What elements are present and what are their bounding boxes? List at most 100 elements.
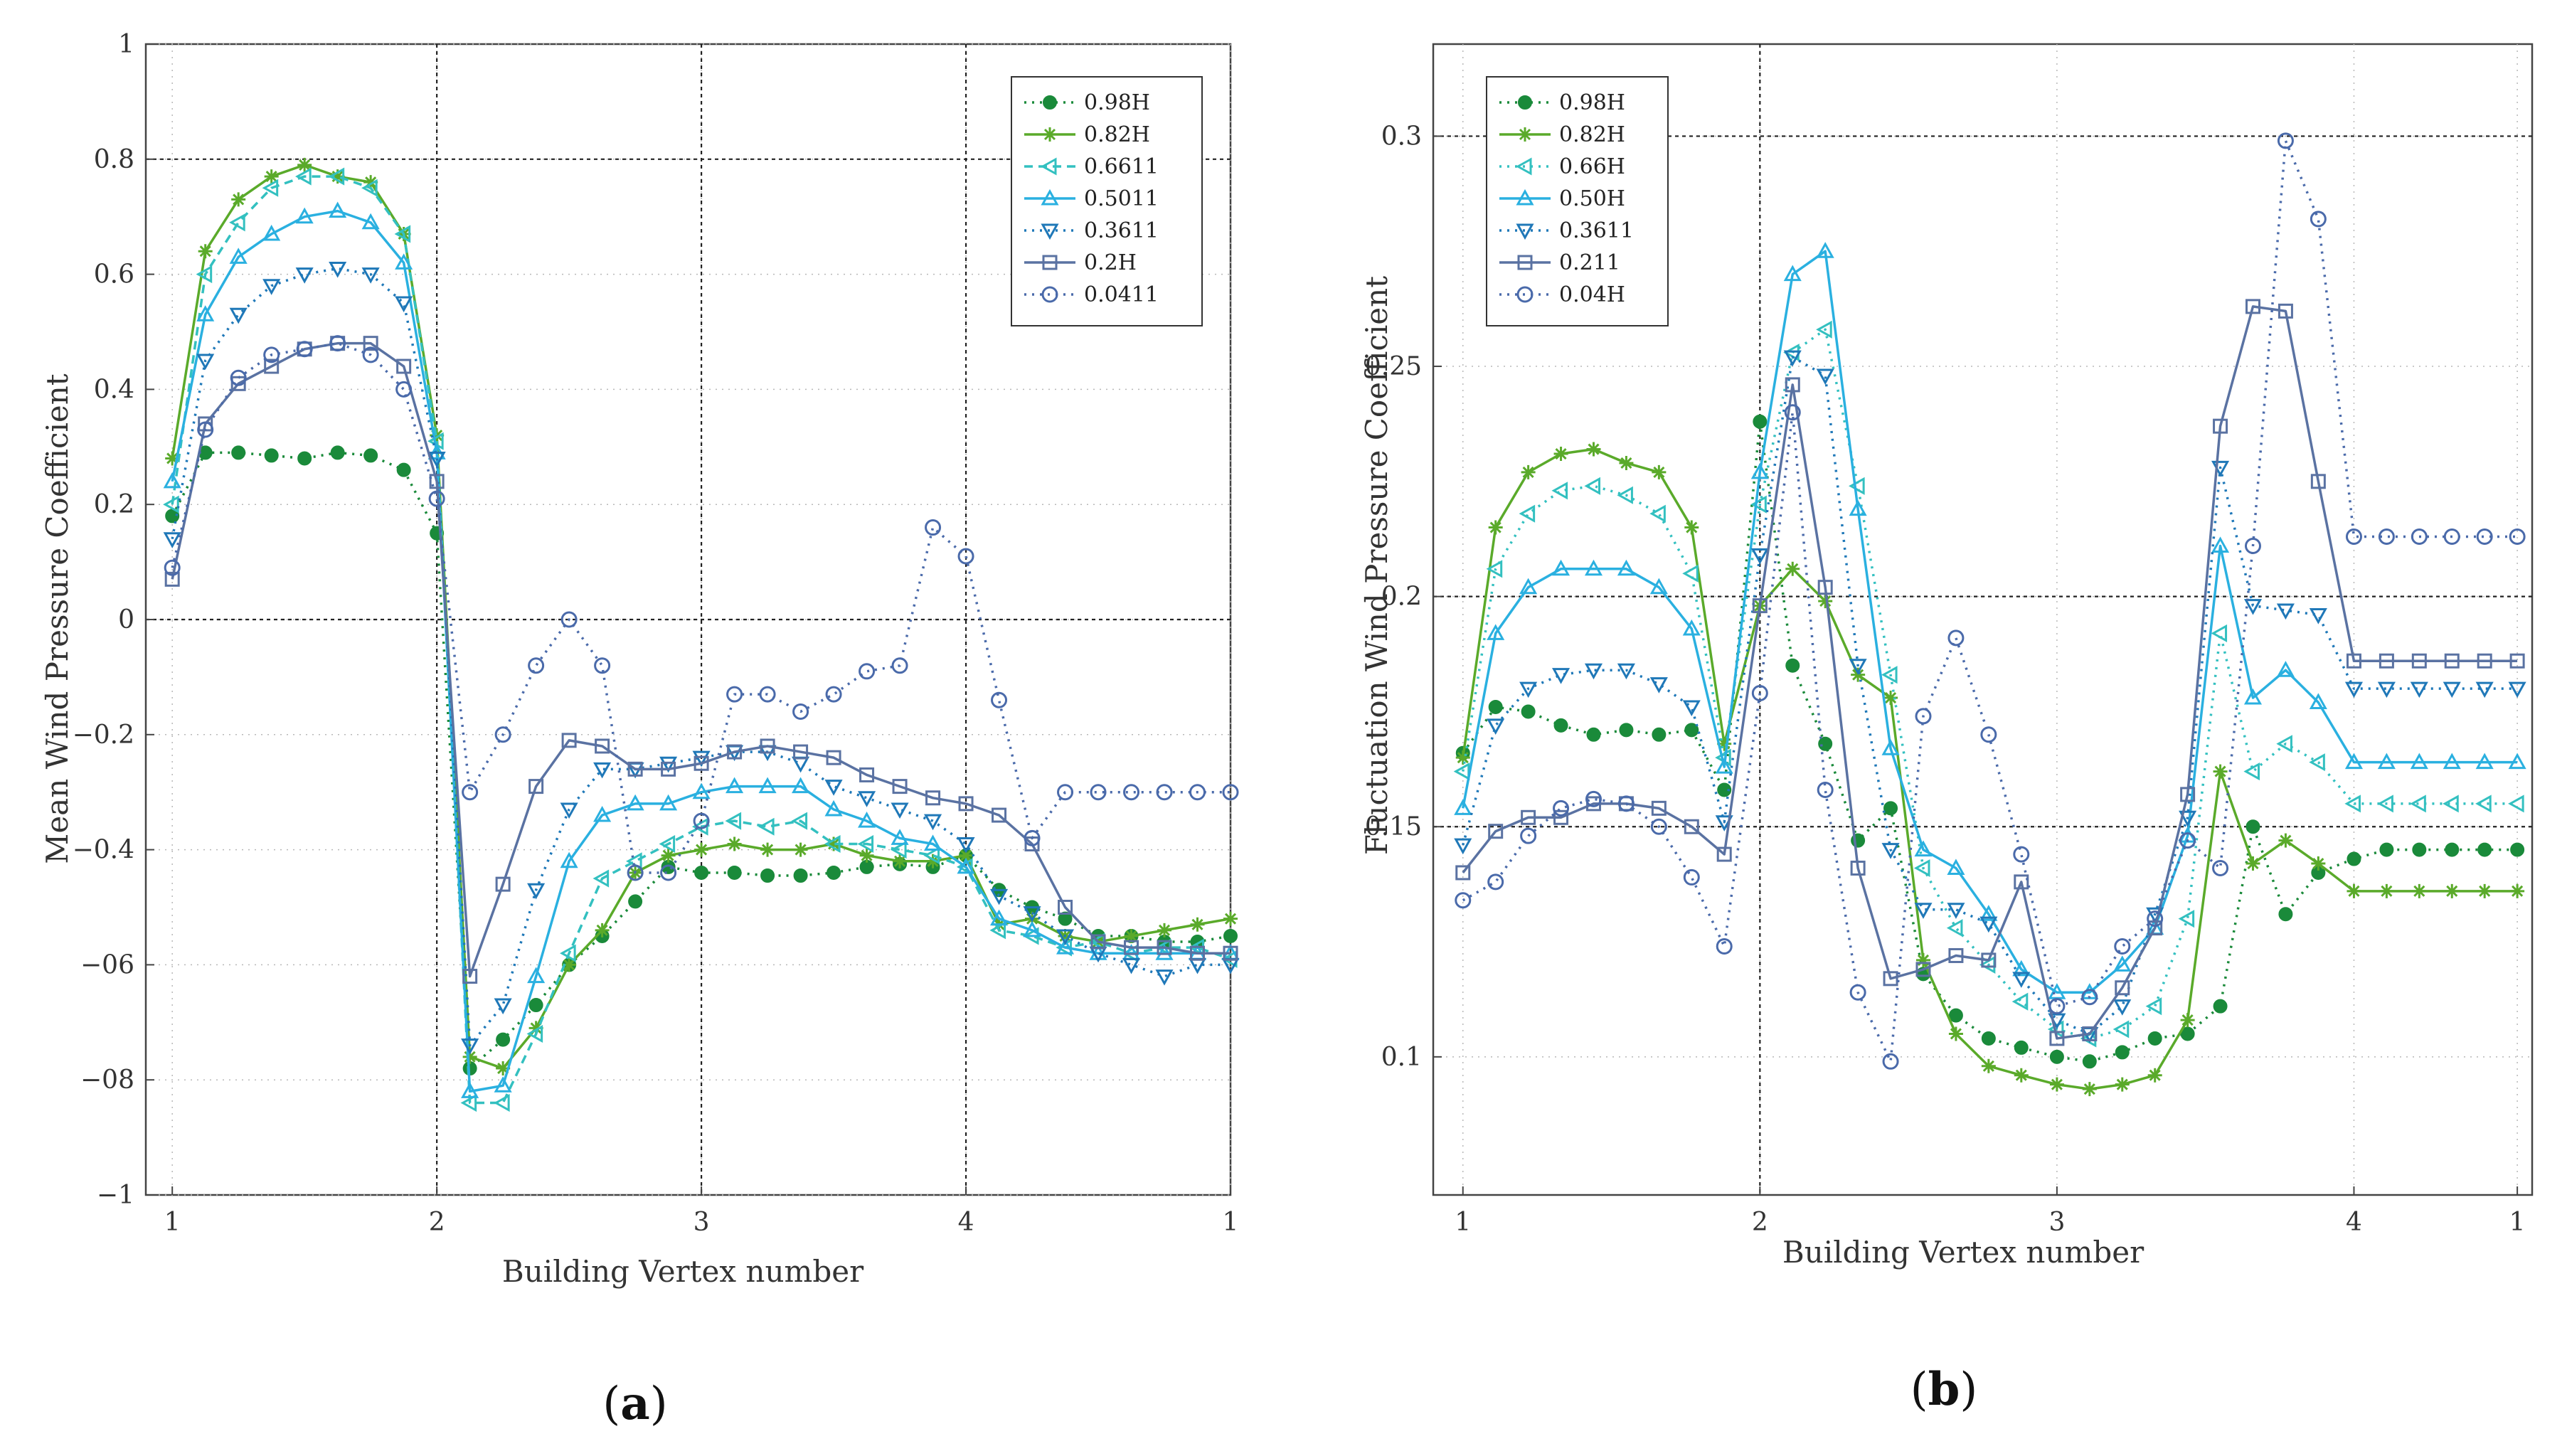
panel-a-data-point — [297, 157, 312, 172]
panel-b-data-point — [1551, 482, 1568, 500]
panel-a-data-point — [923, 846, 940, 865]
panel-a-data-point — [858, 812, 876, 828]
panel-a-data-point — [494, 998, 512, 1015]
panel-b-data-point — [2412, 842, 2427, 857]
panel-a-x-tick-label: 1 — [1223, 1208, 1239, 1237]
panel-b-data-point — [1683, 868, 1700, 886]
panel-a-data-point — [1157, 940, 1172, 955]
panel-b-data-point — [2244, 537, 2261, 554]
panel-a-data-point — [758, 817, 775, 836]
panel-a-legend-marker — [1042, 255, 1058, 270]
panel-a-data-point — [792, 777, 810, 794]
panel-a-data-point — [361, 213, 380, 230]
panel-b-legend-marker — [1518, 95, 1532, 110]
panel-b-data-point — [1883, 801, 1898, 816]
panel-b-series-082H-group — [1455, 442, 2525, 1097]
panel-b-data-point — [1650, 818, 1667, 835]
panel-b-data-point — [1915, 708, 1932, 725]
panel-a-data-point — [295, 167, 312, 186]
panel-b-data-point — [1488, 824, 1504, 839]
panel-b-data-point — [2013, 846, 2030, 863]
panel-b-data-point — [2377, 681, 2396, 698]
panel-a-data-point — [329, 201, 347, 218]
panel-a-data-point — [760, 842, 775, 857]
panel-b-reference-lines — [1433, 44, 2532, 1195]
panel-b-data-point — [1521, 809, 1536, 825]
panel-a-data-point — [627, 864, 644, 881]
panel-b-data-point — [1947, 903, 1965, 919]
panel-a-y-tick-label: −06 — [80, 950, 134, 979]
panel-b-data-point — [2180, 1026, 2195, 1041]
panel-b-data-point — [1519, 578, 1538, 595]
panel-b-data-point — [1915, 952, 1930, 967]
panel-a-data-point — [659, 756, 678, 773]
panel-b-grid — [1433, 44, 2532, 1195]
panel-b-data-point — [1717, 782, 1732, 797]
panel-a-data-point — [924, 834, 942, 851]
panel-b-data-point — [1519, 504, 1536, 523]
panel-a-data-point — [527, 883, 546, 900]
panel-b-data-point — [2346, 653, 2361, 669]
panel-a-x-axis-label: Building Vertex number — [502, 1254, 864, 1289]
panel-a-data-point — [462, 1049, 477, 1064]
panel-b: 0.1 0.15 0.2 0.25 0.3 1 2 3 4 1 Building Vertex … — [1359, 43, 2534, 1416]
panel-b-data-point — [2410, 795, 2426, 813]
panel-b-data-point — [1684, 819, 1699, 834]
panel-a-data-point — [891, 829, 909, 845]
panel-b-data-point — [1883, 971, 1898, 987]
panel-b-data-point — [1979, 916, 1998, 933]
panel-b-legend-label: 0.04H — [1559, 282, 1625, 307]
panel-b-data-point — [2278, 907, 2293, 922]
panel-b-data-point — [1914, 840, 1933, 857]
panel-a-data-point — [1155, 944, 1174, 960]
panel-b-series-line — [1462, 305, 2518, 1040]
panel-b-data-point — [1684, 520, 1699, 535]
panel-a-data-point — [562, 957, 577, 972]
panel-a-x-tick-label: 4 — [958, 1208, 974, 1237]
panel-a-data-point — [495, 876, 511, 892]
panel-b-data-point — [2411, 653, 2427, 669]
panel-b-legend: 0.98H 0.82H 0.66H 0.50H 0.3611 0.211 0.04H — [1486, 76, 1669, 326]
panel-a-data-point — [163, 472, 181, 489]
panel-a-series — [163, 157, 1240, 1112]
panel-b-data-point — [1651, 800, 1667, 816]
panel-a-data-point — [262, 179, 279, 197]
panel-b-data-point — [1553, 718, 1568, 733]
panel-b-data-point — [1617, 559, 1635, 576]
panel-a-legend-label: 0.2H — [1084, 250, 1137, 275]
panel-a-data-point — [264, 448, 279, 463]
panel-a-data-point — [296, 341, 313, 358]
panel-a-data-point — [1122, 957, 1141, 974]
panel-b-data-point — [1979, 905, 1998, 921]
panel-b-data-point — [2049, 1031, 2065, 1046]
panel-a-data-point — [593, 805, 612, 822]
panel-b-data-point — [1816, 320, 1832, 339]
panel-a-data-point — [791, 812, 808, 830]
panel-b-data-point — [2510, 842, 2525, 857]
panel-a-data-point — [264, 169, 279, 184]
panel-a-data-point — [758, 777, 777, 794]
panel-a-data-point — [1190, 945, 1206, 961]
panel-b-series — [1453, 132, 2526, 1097]
panel-b-series-036H-group — [1454, 350, 2526, 1043]
panel-b-x-tick-label: 2 — [1752, 1208, 1768, 1237]
panel-b-data-point — [2379, 842, 2394, 857]
panel-b-data-point — [1881, 666, 1898, 684]
panel-b-data-point — [1553, 809, 1569, 825]
panel-b-legend-item: 0.50H — [1499, 186, 1625, 211]
panel-a-data-point — [363, 336, 378, 351]
panel-b-data-point — [2310, 474, 2326, 489]
panel-b-data-point — [1785, 561, 1800, 576]
panel-b-data-point — [2180, 787, 2196, 802]
panel-a-data-point — [362, 346, 379, 363]
panel-b-x-tick-label: 3 — [2048, 1208, 2065, 1237]
panel-b-data-point — [2113, 955, 2132, 972]
panel-b-data-point — [2311, 856, 2326, 871]
panel-b-data-point — [1883, 691, 1898, 706]
panel-b-data-point — [1914, 903, 1933, 919]
panel-b-data-point — [2278, 303, 2293, 319]
panel-b-data-point — [2509, 653, 2525, 669]
panel-a-data-point — [727, 865, 742, 880]
panel-a-y-tick-label: 0.2 — [94, 490, 134, 519]
panel-b-data-point — [1717, 736, 1732, 751]
